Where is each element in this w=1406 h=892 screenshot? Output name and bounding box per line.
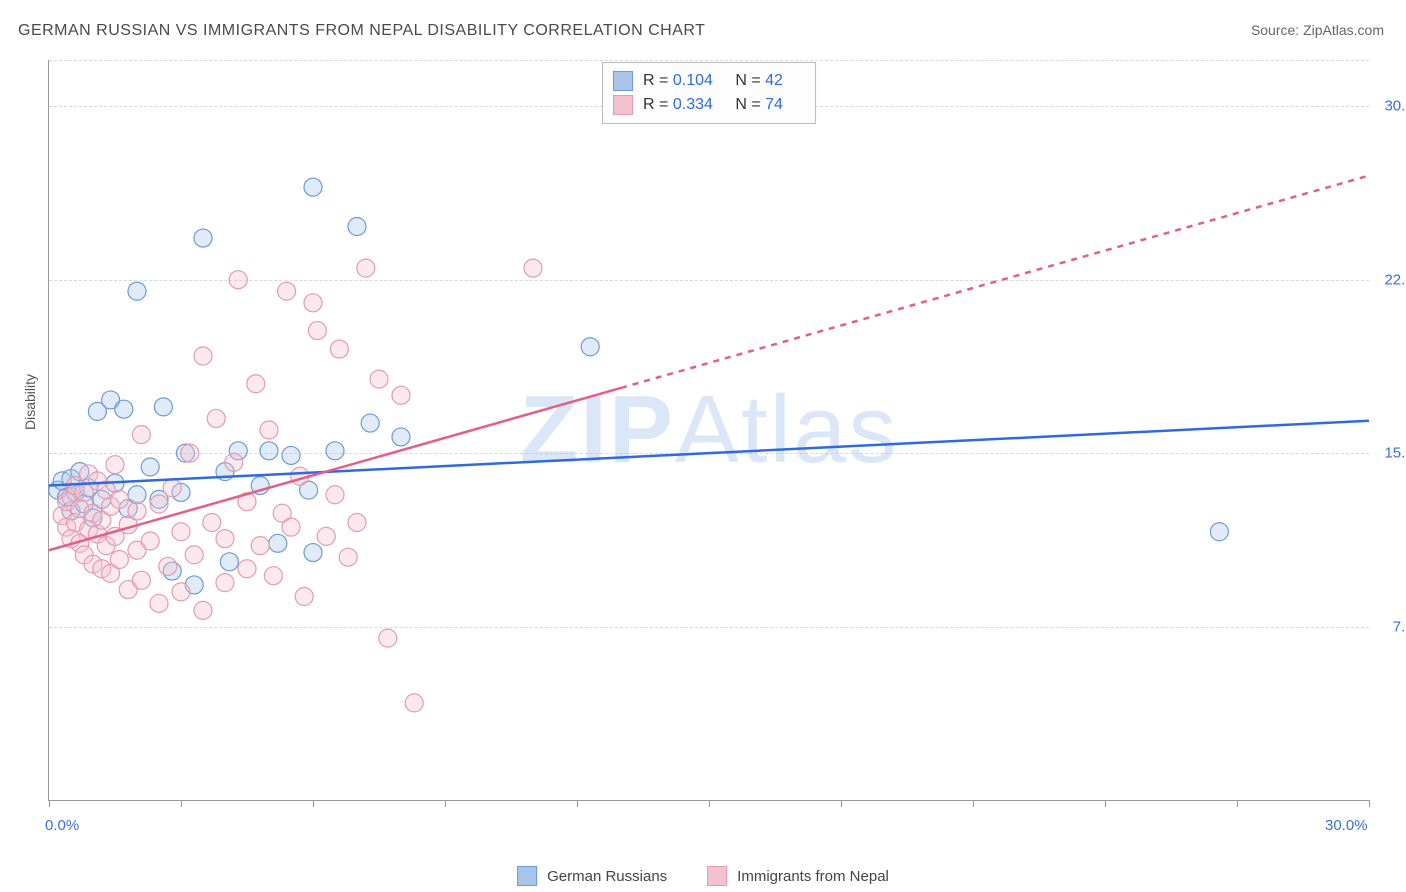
x-tick-mark: [445, 800, 446, 807]
data-point-blue: [194, 229, 212, 247]
data-point-pink: [339, 548, 357, 566]
legend-item-pink: Immigrants from Nepal: [707, 866, 889, 886]
y-tick-label: 30.0%: [1384, 98, 1406, 115]
data-point-pink: [172, 583, 190, 601]
scatter-svg: [49, 60, 1369, 800]
data-point-pink: [150, 495, 168, 513]
data-point-blue: [282, 446, 300, 464]
data-point-blue: [269, 534, 287, 552]
data-point-blue: [326, 442, 344, 460]
data-point-pink: [278, 282, 296, 300]
data-point-blue: [154, 398, 172, 416]
legend-item-blue: German Russians: [517, 866, 667, 886]
swatch-blue: [613, 71, 633, 91]
data-point-pink: [181, 444, 199, 462]
data-point-blue: [141, 458, 159, 476]
data-point-pink: [110, 551, 128, 569]
bottom-legend: German Russians Immigrants from Nepal: [517, 866, 889, 886]
data-point-pink: [163, 479, 181, 497]
data-point-blue: [115, 400, 133, 418]
data-point-pink: [141, 532, 159, 550]
plot-area: 7.5%15.0%22.5%30.0% ZIPAtlas R = 0.104 N…: [48, 60, 1369, 801]
data-point-blue: [361, 414, 379, 432]
stats-row-pink: R = 0.334 N = 74: [613, 93, 801, 117]
data-point-pink: [203, 514, 221, 532]
data-point-pink: [216, 574, 234, 592]
y-tick-label: 15.0%: [1384, 445, 1406, 462]
data-point-pink: [326, 486, 344, 504]
data-point-pink: [128, 502, 146, 520]
x-tick-mark: [973, 800, 974, 807]
swatch-pink: [613, 95, 633, 115]
data-point-pink: [207, 409, 225, 427]
data-point-blue: [220, 553, 238, 571]
legend-label-pink: Immigrants from Nepal: [737, 868, 889, 885]
data-point-pink: [159, 557, 177, 575]
data-point-blue: [304, 178, 322, 196]
data-point-pink: [216, 530, 234, 548]
x-tick-label: 0.0%: [45, 817, 79, 834]
stats-row-blue: R = 0.104 N = 42: [613, 69, 801, 93]
data-point-pink: [524, 259, 542, 277]
data-point-pink: [330, 340, 348, 358]
legend-label-blue: German Russians: [547, 868, 667, 885]
x-tick-mark: [181, 800, 182, 807]
data-point-pink: [194, 601, 212, 619]
x-tick-mark: [577, 800, 578, 807]
data-point-pink: [251, 537, 269, 555]
data-point-pink: [132, 426, 150, 444]
data-point-blue: [581, 338, 599, 356]
x-tick-mark: [313, 800, 314, 807]
data-point-pink: [304, 294, 322, 312]
trend-line: [621, 176, 1369, 388]
data-point-pink: [194, 347, 212, 365]
data-point-blue: [392, 428, 410, 446]
data-point-pink: [247, 375, 265, 393]
swatch-pink-bottom: [707, 866, 727, 886]
x-tick-label: 30.0%: [1325, 817, 1368, 834]
data-point-pink: [348, 514, 366, 532]
data-point-pink: [295, 588, 313, 606]
data-point-pink: [282, 518, 300, 536]
data-point-pink: [229, 271, 247, 289]
x-tick-mark: [1237, 800, 1238, 807]
data-point-pink: [172, 523, 190, 541]
source-attribution: Source: ZipAtlas.com: [1251, 22, 1384, 38]
x-tick-mark: [1369, 800, 1370, 807]
data-point-pink: [260, 421, 278, 439]
data-point-blue: [260, 442, 278, 460]
data-point-pink: [308, 322, 326, 340]
data-point-pink: [379, 629, 397, 647]
swatch-blue-bottom: [517, 866, 537, 886]
x-tick-mark: [709, 800, 710, 807]
data-point-pink: [264, 567, 282, 585]
y-axis-label: Disability: [22, 374, 38, 430]
y-tick-label: 22.5%: [1384, 271, 1406, 288]
x-tick-mark: [1105, 800, 1106, 807]
x-tick-mark: [49, 800, 50, 807]
data-point-pink: [225, 453, 243, 471]
stats-legend: R = 0.104 N = 42 R = 0.334 N = 74: [602, 62, 816, 124]
data-point-blue: [128, 282, 146, 300]
trend-line: [49, 388, 621, 550]
y-tick-label: 7.5%: [1393, 618, 1406, 635]
data-point-blue: [304, 544, 322, 562]
data-point-blue: [1210, 523, 1228, 541]
data-point-pink: [150, 594, 168, 612]
data-point-pink: [238, 560, 256, 578]
data-point-blue: [128, 486, 146, 504]
data-point-pink: [110, 490, 128, 508]
data-point-pink: [317, 527, 335, 545]
data-point-pink: [392, 386, 410, 404]
chart-title: GERMAN RUSSIAN VS IMMIGRANTS FROM NEPAL …: [18, 22, 705, 40]
data-point-pink: [405, 694, 423, 712]
data-point-pink: [132, 571, 150, 589]
x-tick-mark: [841, 800, 842, 807]
data-point-pink: [370, 370, 388, 388]
data-point-blue: [348, 218, 366, 236]
data-point-pink: [357, 259, 375, 277]
data-point-pink: [106, 456, 124, 474]
data-point-pink: [185, 546, 203, 564]
